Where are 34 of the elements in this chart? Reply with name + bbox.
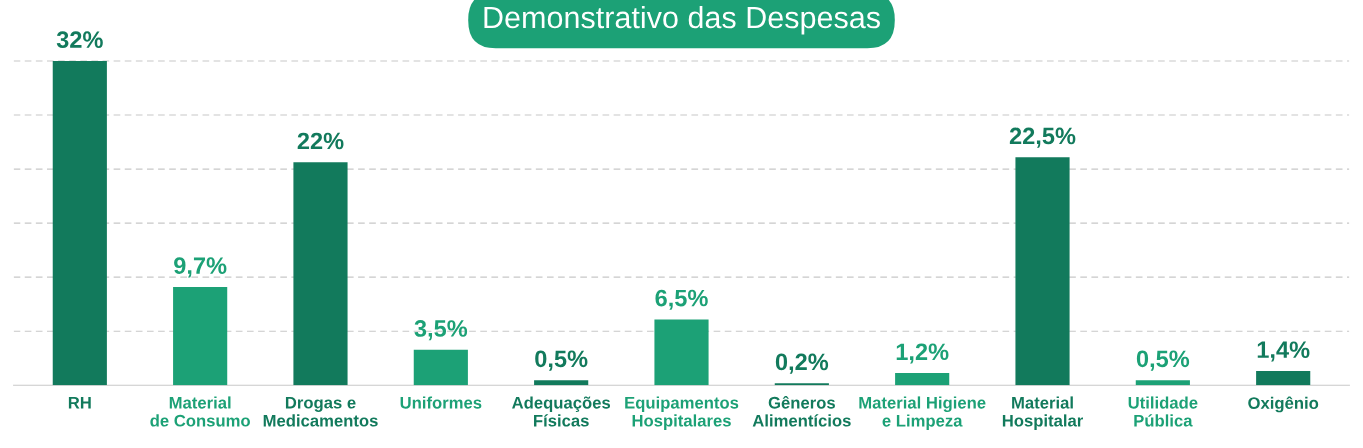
x-tick-label: Material Higiene e Limpeza	[859, 396, 986, 430]
data-label: 0,5%	[535, 350, 588, 371]
bar	[1015, 157, 1070, 386]
data-label: 6,5%	[655, 289, 708, 310]
x-tick-label: Drogas e Medicamentos	[263, 396, 378, 427]
data-label: 0,5%	[1136, 350, 1190, 371]
bar	[293, 162, 348, 386]
data-label: 1,2%	[896, 343, 949, 364]
x-tick-label: Utilidade Pública	[1128, 396, 1198, 427]
bar	[654, 319, 709, 386]
bar	[173, 286, 228, 386]
bar	[534, 380, 589, 386]
bar	[895, 373, 950, 386]
data-label: 22,5%	[1009, 127, 1076, 148]
chart-title: Demonstrativo das Despesas	[484, 5, 880, 35]
x-tick-label: Equipamentos Hospitalares	[625, 396, 739, 430]
x-tick-label: Oxigênio	[1248, 396, 1319, 413]
x-tick-label: Uniformes	[400, 396, 482, 409]
bar	[413, 349, 468, 386]
x-tick-label: Adequações Físicas	[512, 396, 611, 427]
x-tick-label: Gêneros Alimentícios	[752, 396, 851, 427]
data-label: 3,5%	[414, 320, 468, 341]
x-tick-label: RH	[68, 397, 91, 409]
data-label: 1,4%	[1257, 341, 1310, 362]
data-label: 22%	[297, 132, 344, 150]
bar	[1256, 371, 1311, 386]
bar	[774, 383, 829, 386]
bar	[1135, 380, 1190, 386]
x-tick-label: Material de Consumo	[150, 396, 250, 427]
x-tick-label: Material Hospitalar	[1002, 396, 1084, 430]
data-label: 32%	[56, 31, 103, 49]
bar	[52, 61, 107, 386]
data-label: 9,7%	[174, 257, 227, 278]
data-label: 0,2%	[775, 353, 829, 374]
